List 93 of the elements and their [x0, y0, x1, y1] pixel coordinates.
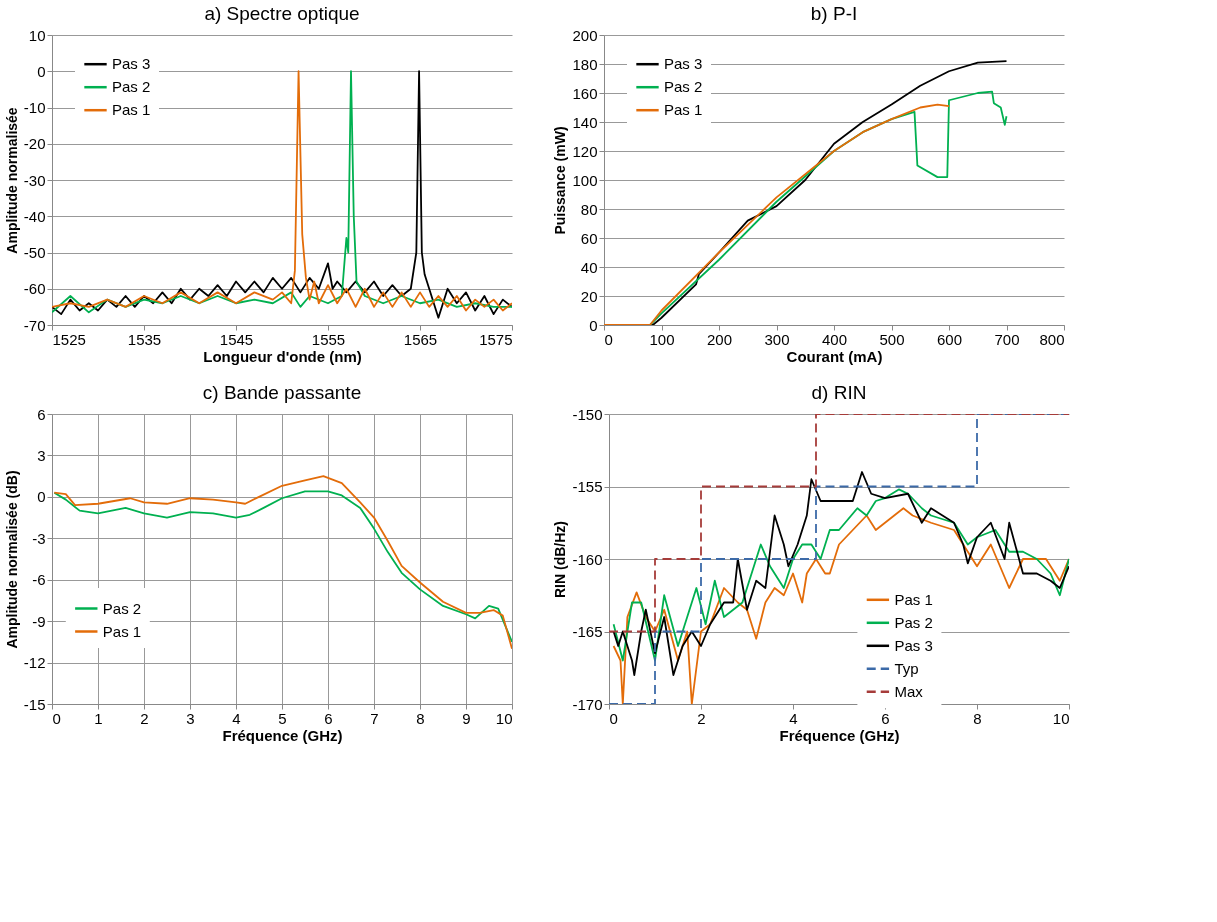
x-tick-label: 5 — [278, 709, 287, 727]
y-tick-label: -165 — [572, 623, 603, 640]
y-tick-label: -6 — [32, 571, 46, 589]
y-tick-label: -40 — [23, 207, 46, 225]
legend-label: Pas 2 — [102, 599, 142, 617]
y-tick-label: 40 — [580, 258, 598, 276]
legend-label: Pas 1 — [112, 101, 151, 119]
x-tick-label: 8 — [973, 709, 982, 727]
x-tick-label: 2 — [697, 709, 706, 727]
y-tick-label: -12 — [23, 654, 46, 672]
y-axis-title: RIN (dB/Hz) — [552, 521, 569, 598]
x-tick-label: 200 — [706, 330, 733, 348]
legend-label: Pas 2 — [894, 613, 933, 631]
x-tick-label: 10 — [1052, 709, 1070, 727]
y-tick-label: 3 — [37, 446, 46, 464]
x-tick-label: 0 — [609, 709, 618, 727]
y-tick-label: 0 — [589, 316, 598, 334]
x-axis-title: Fréquence (GHz) — [779, 726, 900, 744]
legend-label: Pas 1 — [664, 101, 703, 119]
line-series — [609, 414, 1069, 633]
x-tick-label: 700 — [994, 330, 1020, 348]
line-series — [612, 488, 1069, 662]
x-axis-title: Fréquence (GHz) — [222, 726, 343, 744]
x-tick-label: 2 — [140, 709, 149, 727]
x-tick-label: 0 — [52, 709, 61, 727]
x-tick-label: 1 — [94, 709, 103, 727]
y-tick-label: -9 — [32, 612, 46, 630]
y-axis-title: Amplitude normalisée (dB) — [3, 470, 20, 649]
x-tick-label: 10 — [495, 709, 513, 727]
y-tick-label: -160 — [572, 550, 603, 568]
x-tick-label: 8 — [416, 709, 425, 727]
y-tick-label: -3 — [32, 529, 46, 547]
y-tick-label: 20 — [580, 287, 598, 305]
x-tick-label: 1575 — [479, 330, 513, 348]
y-tick-label: -170 — [572, 695, 603, 713]
y-tick-label: 0 — [37, 62, 46, 80]
legend-label: Pas 3 — [894, 636, 933, 654]
y-tick-label: 60 — [580, 229, 598, 247]
legend-label: Typ — [894, 659, 919, 677]
y-tick-label: 180 — [572, 55, 598, 73]
y-tick-label: -50 — [23, 244, 46, 261]
x-tick-label: 3 — [186, 709, 195, 727]
y-tick-label: 120 — [572, 142, 598, 160]
legend-label: Pas 3 — [112, 55, 151, 73]
x-tick-label: 1545 — [219, 330, 254, 348]
y-tick-label: -150 — [572, 405, 603, 423]
legend-label: Pas 2 — [112, 78, 151, 96]
line-series — [604, 103, 950, 325]
x-tick-label: 600 — [936, 330, 963, 348]
legend-label: Max — [894, 682, 924, 700]
x-axis-title: Courant (mA) — [786, 347, 883, 365]
y-tick-label: 80 — [580, 200, 598, 218]
x-tick-label: 400 — [821, 330, 848, 348]
y-tick-label: -15 — [23, 695, 46, 713]
chart-title: c) Bande passante — [202, 382, 362, 403]
y-axis-title: Puissance (mW) — [552, 126, 569, 235]
x-tick-label: 300 — [764, 330, 790, 348]
y-tick-label: 140 — [572, 113, 598, 131]
y-tick-label: 160 — [572, 84, 598, 102]
y-tick-label: -155 — [572, 478, 603, 495]
y-tick-label: -60 — [23, 280, 46, 298]
legend-label: Pas 3 — [664, 55, 703, 73]
chart-title: b) P-I — [810, 3, 858, 24]
y-tick-label: -70 — [23, 316, 46, 334]
chart-title: a) Spectre optique — [204, 3, 360, 24]
x-tick-label: 9 — [462, 709, 471, 727]
y-tick-label: -30 — [23, 171, 46, 189]
y-tick-label: 6 — [37, 405, 46, 423]
y-tick-label: 100 — [572, 171, 598, 189]
legend-label: Pas 1 — [894, 590, 933, 608]
x-tick-label: 4 — [232, 709, 241, 727]
legend-label: Pas 2 — [664, 78, 703, 96]
x-tick-label: 4 — [789, 709, 798, 727]
y-tick-label: -10 — [23, 99, 46, 116]
y-tick-label: 0 — [37, 488, 46, 506]
x-tick-label: 800 — [1039, 330, 1065, 348]
x-tick-label: 7 — [370, 709, 379, 727]
x-tick-label: 1565 — [403, 330, 438, 348]
y-tick-label: 10 — [28, 26, 46, 44]
x-axis-title: Longueur d'onde (nm) — [203, 347, 362, 365]
y-tick-label: -20 — [23, 135, 46, 153]
x-tick-label: 100 — [649, 330, 675, 348]
x-tick-label: 6 — [881, 709, 890, 727]
x-tick-label: 6 — [324, 709, 333, 727]
chart-title: d) RIN — [811, 382, 867, 403]
legend-label: Pas 1 — [102, 622, 142, 640]
y-tick-label: 200 — [572, 26, 598, 44]
x-tick-label: 1535 — [127, 330, 162, 348]
y-axis-title: Amplitude normalisée — [3, 107, 20, 254]
line-series — [612, 471, 1069, 676]
x-tick-label: 500 — [879, 330, 905, 348]
x-tick-label: 1555 — [311, 330, 346, 348]
x-tick-label: 1525 — [52, 330, 86, 348]
